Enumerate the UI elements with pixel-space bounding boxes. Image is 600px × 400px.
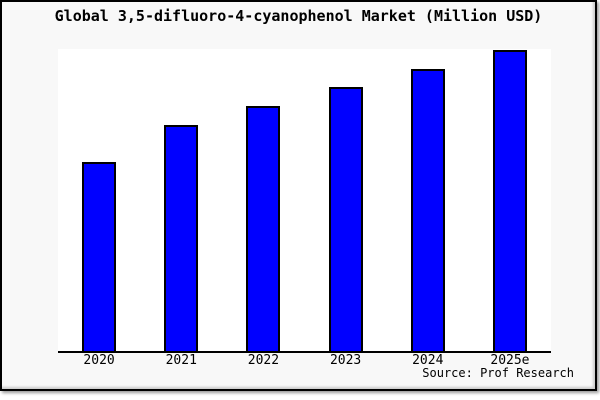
x-tick-label-2022: 2022 [247, 353, 280, 368]
x-tick-label-2025e: 2025e [490, 353, 530, 368]
bar-2021 [164, 124, 199, 351]
x-tick-label-2020: 2020 [83, 353, 115, 368]
bar-slot [222, 49, 304, 351]
bar-2022 [246, 105, 281, 351]
bar-2023 [328, 86, 363, 351]
bar-2020 [82, 161, 117, 351]
chart-figure: Global 3,5-difluoro-4-cyanophenol Market… [0, 0, 597, 391]
x-tick-label-2023: 2023 [329, 353, 362, 368]
bar-2025e [492, 49, 527, 351]
bar-2024 [410, 68, 445, 351]
bar-slot [58, 49, 140, 351]
bar-slot [140, 49, 222, 351]
bar-slot [387, 49, 469, 351]
bar-slot [469, 49, 551, 351]
x-tick-label-2024: 2024 [412, 353, 444, 368]
plot-area [58, 49, 551, 353]
x-tick-label-2021: 2021 [165, 353, 197, 368]
source-credit: Source: Prof Research [422, 366, 574, 380]
bar-slot [305, 49, 387, 351]
chart-title: Global 3,5-difluoro-4-cyanophenol Market… [54, 7, 543, 25]
x-axis-labels: 2020 2021 2022 2023 2024 2025e [58, 354, 551, 367]
